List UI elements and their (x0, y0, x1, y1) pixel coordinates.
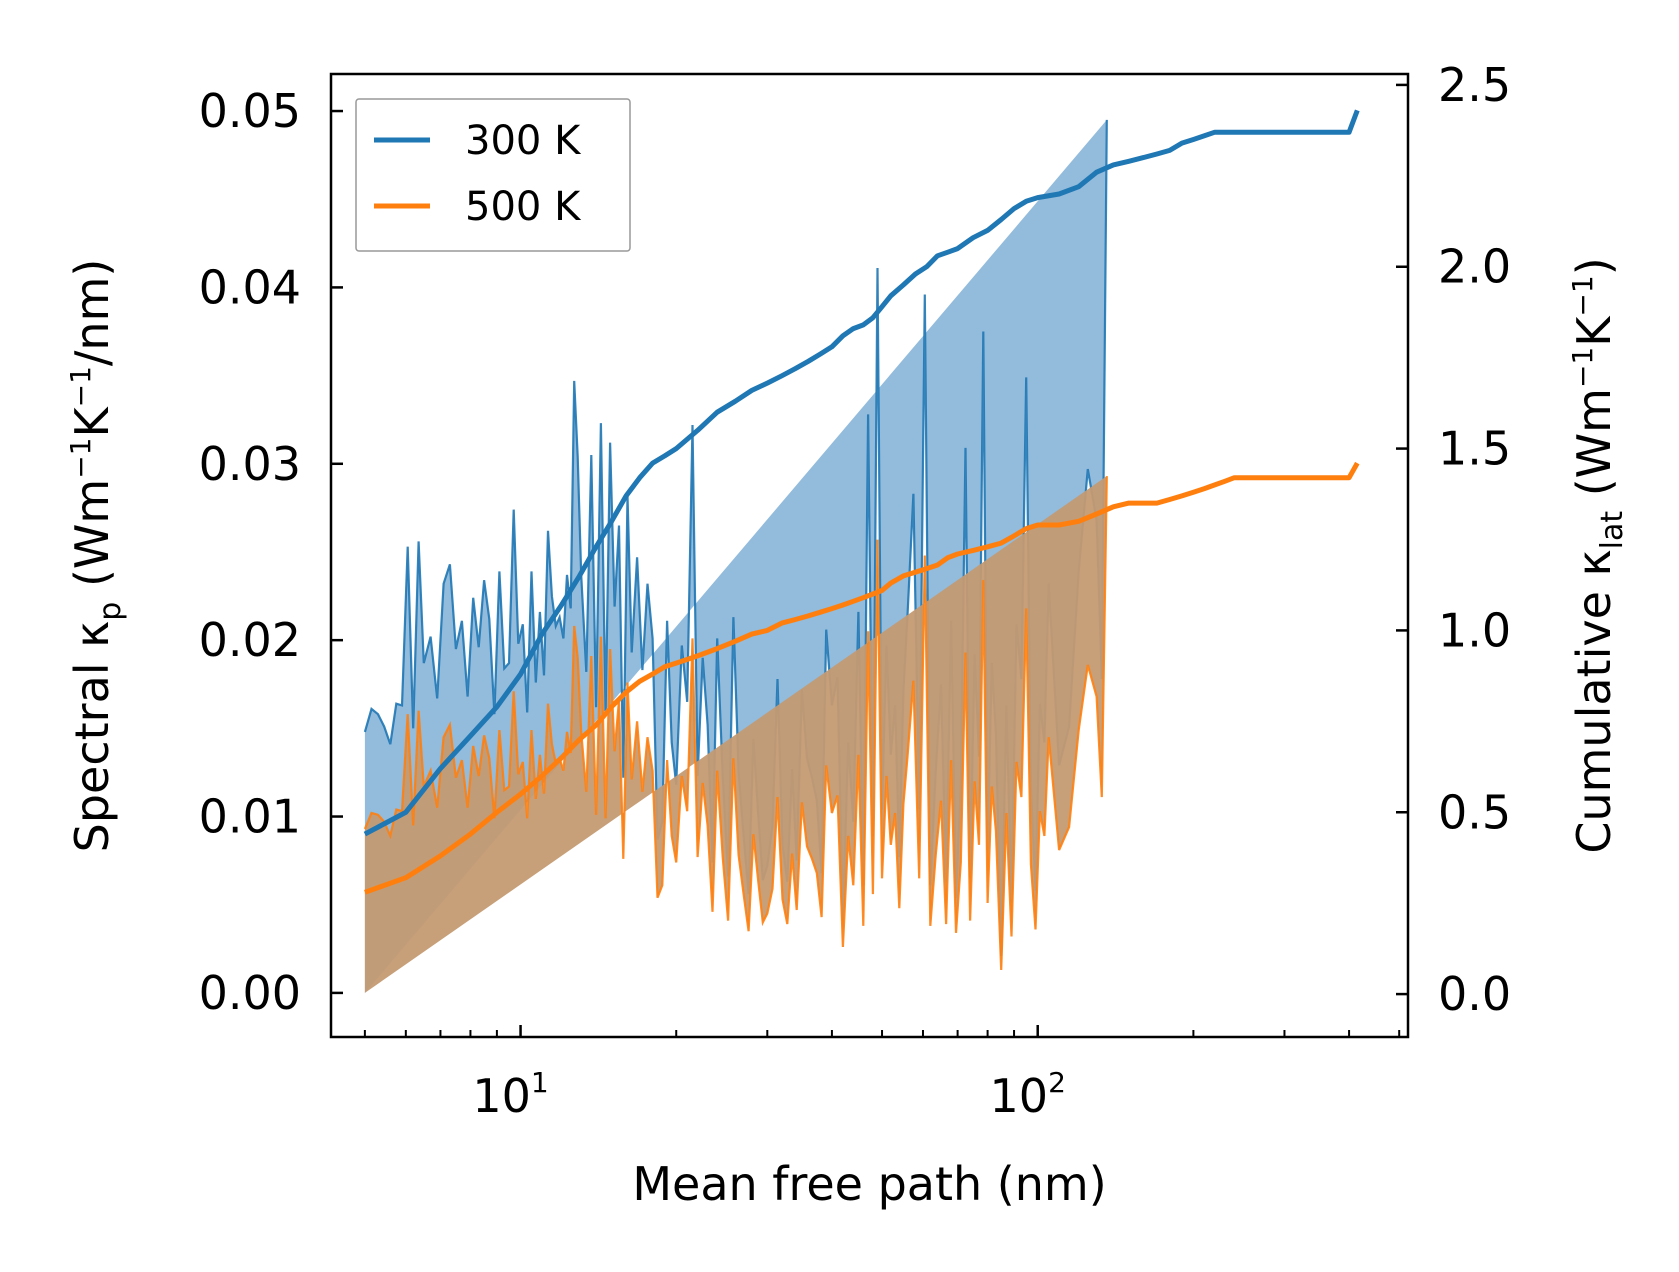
y-right-axis-label-unit-close: ) (1567, 257, 1621, 275)
y-left-tick-label: 0.00 (199, 966, 301, 1020)
x-tick-exponent: 1 (531, 1066, 549, 1099)
spectral-area-500K (364, 476, 1107, 993)
y-right-axis-label-main: Cumulative κ (1567, 549, 1621, 853)
y-right-tick-label: 1.0 (1438, 603, 1511, 657)
cumulative-line-300K (363, 109, 1360, 837)
legend-label: 500 K (465, 184, 582, 230)
x-tick-base: 10 (990, 1069, 1049, 1123)
y-left-axis-label-sub: p (93, 602, 128, 621)
axes-frame (329, 72, 1410, 1039)
y-left-axis-label-sup2: −1 (64, 366, 97, 407)
x-axis-label: Mean free path (nm) (632, 1157, 1106, 1211)
y-right-axis-label-unit-open: (Wm (1567, 388, 1621, 511)
y-left-axis-label-unit-close: /nm) (65, 259, 119, 366)
legend-label: 300 K (465, 118, 582, 164)
x-tick-label: 102 (990, 1066, 1066, 1123)
y-right-tick-label: 0.0 (1438, 967, 1511, 1021)
spectral-line-500K (363, 476, 1108, 971)
y-left-tick-label: 0.01 (199, 790, 301, 844)
y-right-tick-label: 2.0 (1438, 240, 1511, 294)
x-tick-base: 10 (472, 1069, 531, 1123)
y-left-axis-label-mid: K (65, 406, 119, 438)
plot-area (363, 109, 1360, 993)
x-tick-exponent: 2 (1048, 1066, 1066, 1099)
y-left-axis-label-main: Spectral κ (65, 621, 119, 853)
x-tick-label: 101 (472, 1066, 548, 1123)
y-right-axis-label-sup1: −1 (1566, 347, 1599, 388)
y-left-tick-label: 0.02 (199, 613, 301, 667)
axes: 0.00 0.01 0.02 0.03 0.04 0.05 0.0 0.5 1.0 1.5 2.0 2… (64, 58, 1630, 1211)
legend-box (355, 98, 631, 252)
y-left-axis-label: Spectral κp (Wm−1K−1/nm) (64, 259, 128, 853)
y-left-axis-label-unit-open: (Wm (65, 479, 119, 602)
y-right-tick-label: 0.5 (1438, 785, 1511, 839)
y-left-axis-label-sup1: −1 (64, 438, 97, 479)
y-left-tick-label: 0.05 (199, 84, 301, 138)
legend: 300 K 500 K (355, 98, 631, 252)
y-right-axis-label-sup2: −1 (1566, 275, 1599, 316)
y-left-tick-label: 0.04 (199, 260, 301, 314)
y-right-axis-label: Cumulative κlat (Wm−1K−1) (1566, 257, 1630, 853)
y-right-tick-label: 1.5 (1438, 422, 1511, 476)
y-right-tick-label: 2.5 (1438, 58, 1511, 112)
cumulative-line-500K (364, 461, 1360, 895)
y-left-tick-label: 0.03 (199, 437, 301, 491)
y-right-axis-label-mid: K (1567, 315, 1621, 347)
y-right-axis-label-sub: lat (1595, 511, 1630, 550)
